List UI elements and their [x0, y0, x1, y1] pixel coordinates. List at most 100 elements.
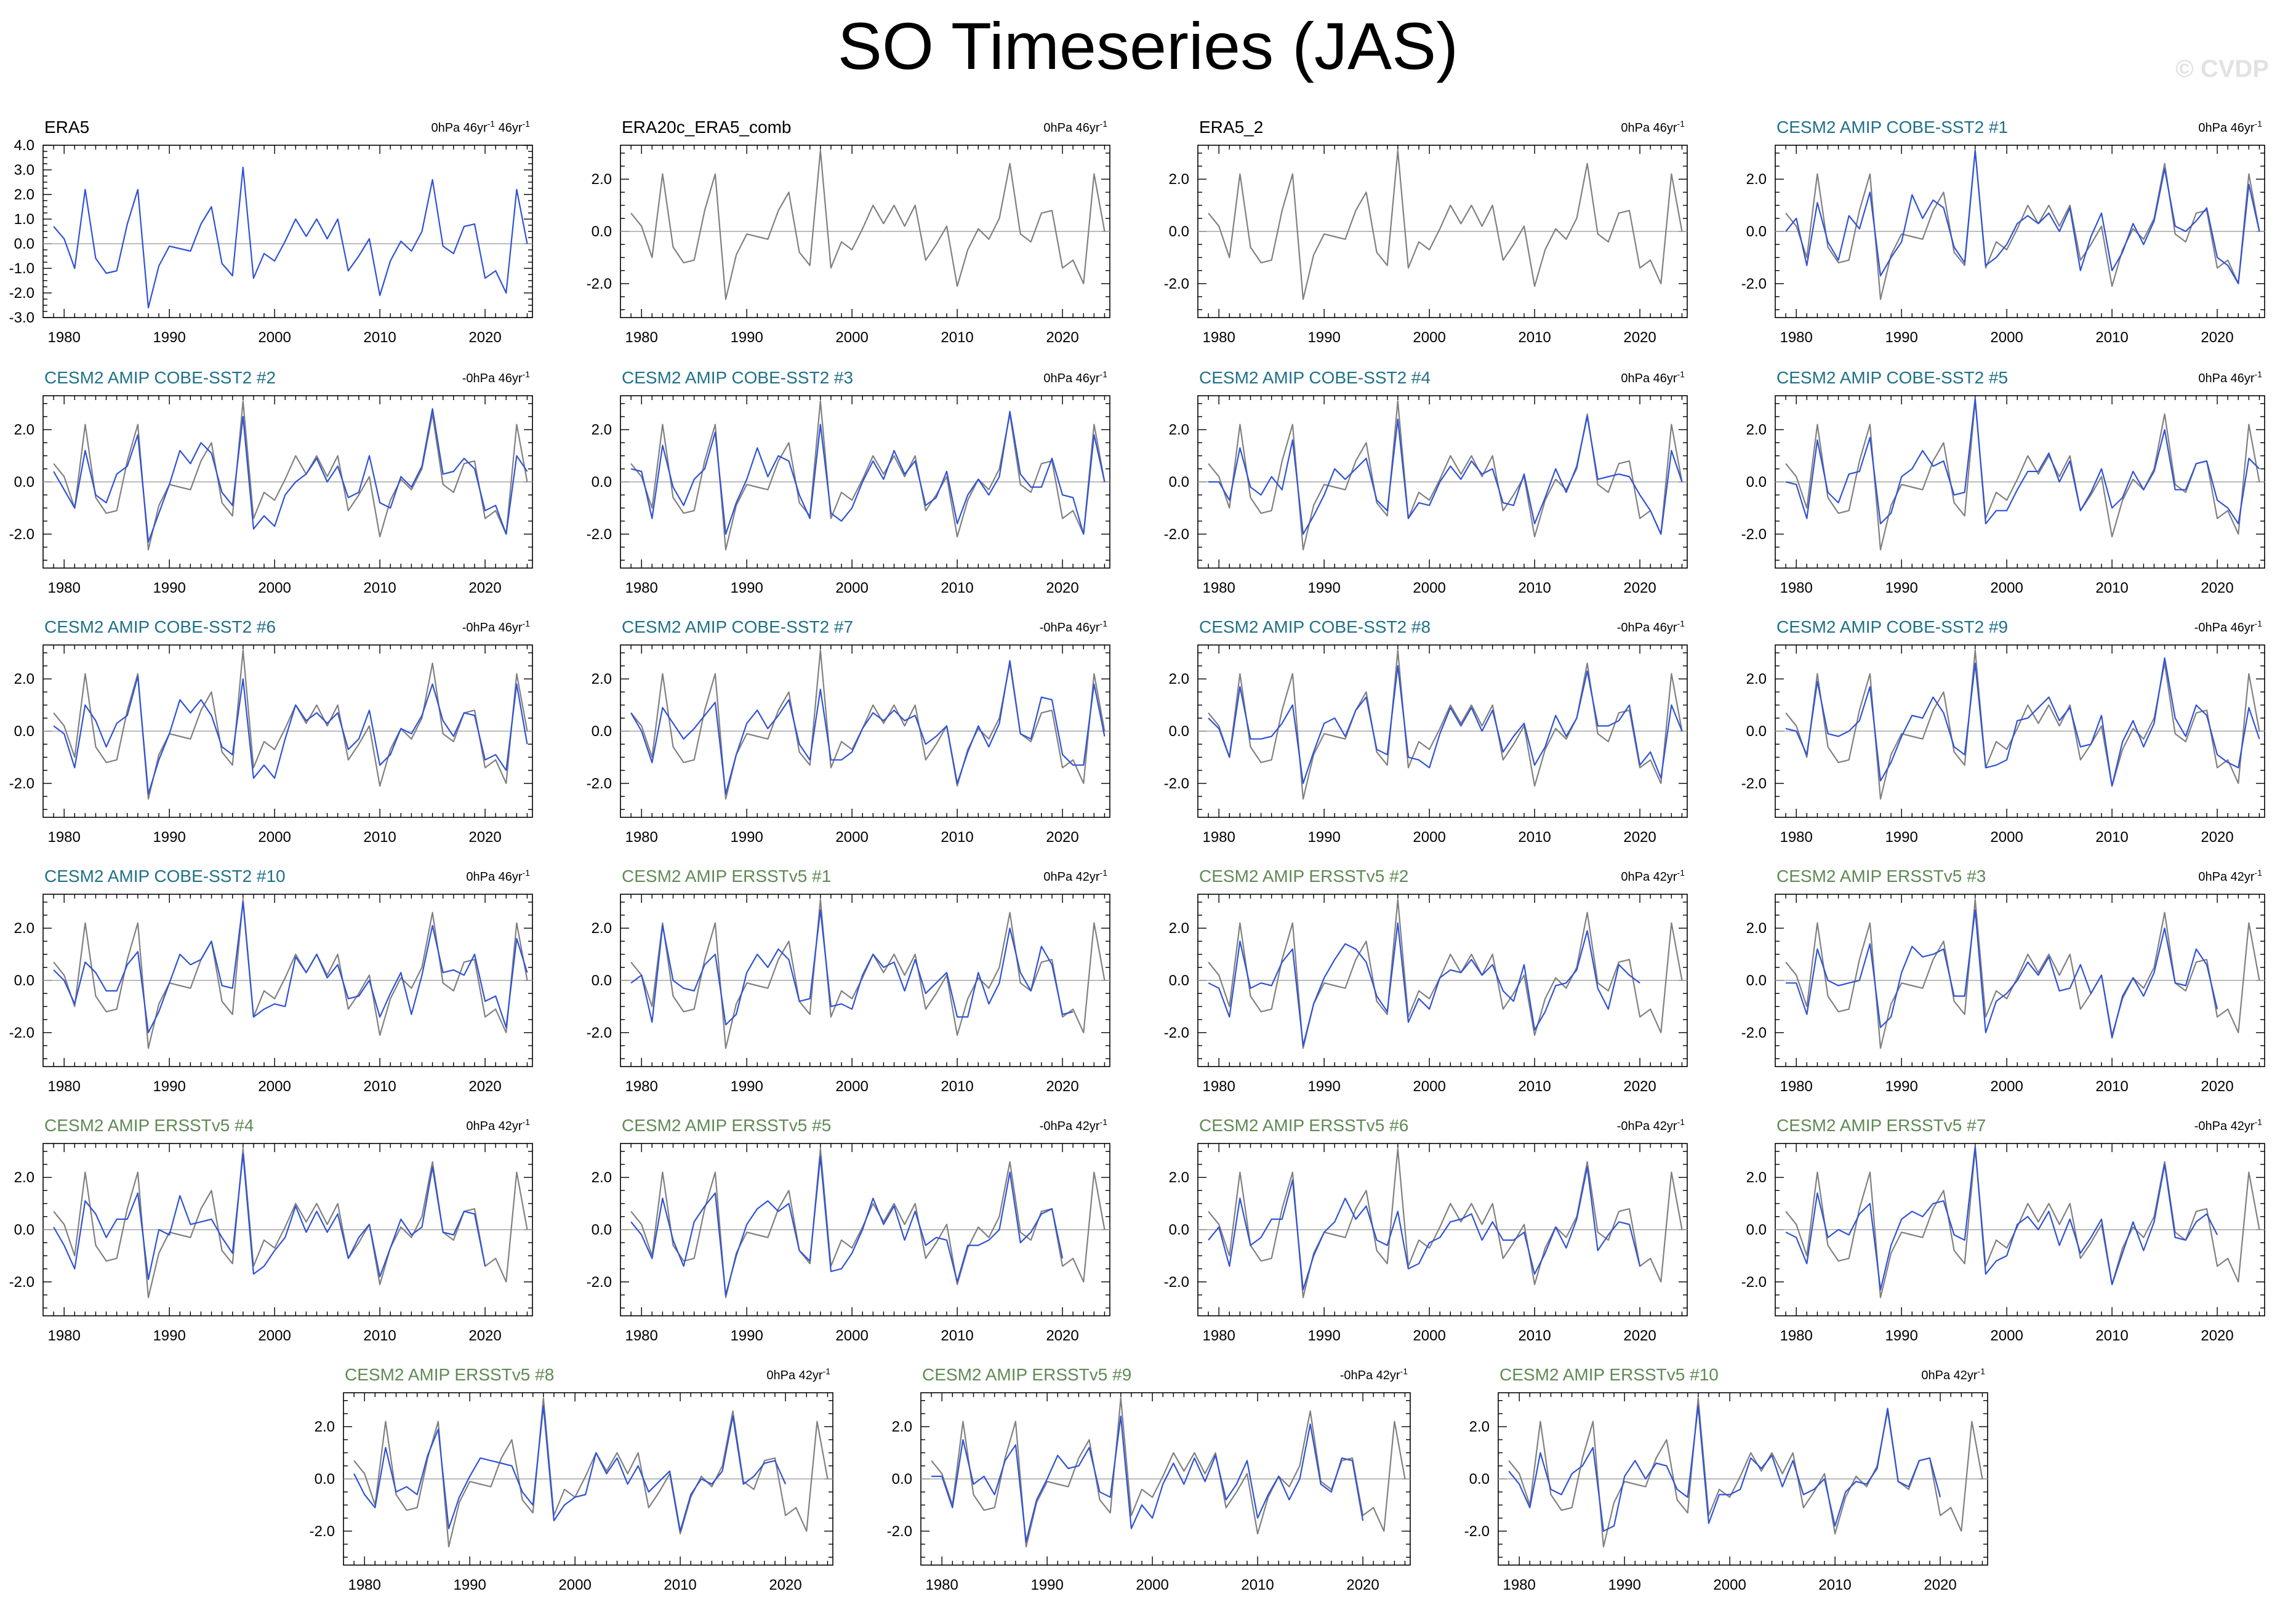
y-tick-label: 2.0 [1169, 171, 1189, 188]
x-tick-label: 2020 [2201, 829, 2233, 846]
y-tick-label: 0.0 [1746, 972, 1767, 989]
panel-title: CESM2 AMIP ERSSTv5 #10 [1499, 1365, 1719, 1384]
x-tick-label: 1990 [1885, 580, 1917, 596]
panel-title: CESM2 AMIP COBE-SST2 #5 [1776, 368, 2008, 387]
y-tick-label: 0.0 [1169, 972, 1189, 989]
y-tick-label: 2.0 [14, 671, 34, 687]
x-tick-label: 2000 [1136, 1577, 1168, 1593]
y-tick-label: -2.0 [1741, 1025, 1767, 1041]
y-tick-label: -2.0 [9, 1274, 34, 1291]
y-tick-label: 0.0 [1746, 1222, 1767, 1238]
observed-series-line [1208, 1148, 1683, 1299]
x-tick-label: 2020 [2201, 1328, 2233, 1344]
x-tick-label: 1990 [153, 580, 185, 596]
chart-panel: 1980 1990 2000 2010 2020 -2.0 0.0 2.0 CESM2 AMIP… [1741, 118, 2265, 346]
x-tick-label: 2020 [468, 829, 501, 846]
y-tick-label: -2.0 [887, 1523, 912, 1540]
panel-subtitle: 0hPa 46yr-1 [2198, 369, 2262, 385]
observed-series-line [1508, 1397, 1983, 1548]
panel-subtitle: 0hPa 42yr-1 [1621, 868, 1685, 884]
x-tick-label: 1980 [625, 829, 657, 846]
x-tick-label: 2000 [1713, 1577, 1746, 1593]
observed-series-line [630, 1148, 1106, 1299]
observed-series-line [630, 150, 1106, 300]
observed-series-line [630, 649, 1106, 800]
model-series-line [1208, 1166, 1641, 1291]
panel-subtitle: -0hPa 42yr-1 [2194, 1117, 2263, 1133]
chart-panel: 1980 1990 2000 2010 2020 -2.0 0.0 2.0 CESM2 AMIP… [587, 368, 1110, 596]
observed-series-line [630, 899, 1106, 1049]
x-tick-label: 1990 [730, 329, 763, 346]
x-tick-label: 2020 [1046, 829, 1078, 846]
y-tick-label: 0.0 [315, 1471, 335, 1488]
chart-panel: 1980 1990 2000 2010 2020 -2.0 0.0 2.0 CESM2 AMIP… [1741, 368, 2265, 596]
panel-subtitle: 0hPa 42yr-1 [766, 1366, 830, 1382]
x-tick-label: 1980 [47, 580, 80, 596]
y-tick-label: -2.0 [1741, 1274, 1767, 1291]
panel-subtitle: 0hPa 42yr-1 [2198, 868, 2262, 884]
x-tick-label: 2010 [664, 1577, 696, 1593]
x-tick-label: 1980 [47, 1078, 80, 1095]
panel-title: CESM2 AMIP COBE-SST2 #7 [622, 617, 853, 636]
y-tick-label: 0.0 [1169, 474, 1189, 491]
x-tick-label: 2010 [2095, 1078, 2128, 1095]
x-tick-label: 1990 [1885, 1328, 1917, 1344]
y-tick-label: -2.0 [587, 775, 612, 792]
x-tick-label: 2000 [1413, 1078, 1445, 1095]
x-tick-label: 2010 [2095, 580, 2128, 596]
x-tick-label: 1980 [1780, 1328, 1812, 1344]
x-tick-label: 2010 [1241, 1577, 1274, 1593]
x-tick-label: 1990 [1608, 1577, 1640, 1593]
x-tick-label: 2010 [363, 1078, 396, 1095]
y-tick-label: -2.0 [9, 1025, 34, 1041]
x-tick-label: 2010 [941, 829, 973, 846]
y-tick-label: -2.0 [587, 526, 612, 543]
y-tick-label: -1.0 [9, 260, 34, 277]
panel-title: CESM2 AMIP COBE-SST2 #1 [1776, 118, 2008, 137]
y-tick-label: 2.0 [1469, 1419, 1490, 1435]
x-tick-label: 2010 [941, 1328, 973, 1344]
x-tick-label: 1990 [153, 1328, 185, 1344]
y-tick-label: -2.0 [587, 1274, 612, 1291]
x-tick-label: 2000 [258, 1328, 291, 1344]
plot-frame [42, 145, 533, 318]
y-tick-label: 2.0 [14, 186, 34, 203]
y-tick-label: 0.0 [14, 723, 34, 740]
x-tick-label: 1980 [625, 329, 657, 346]
x-tick-label: 2020 [1623, 580, 1656, 596]
observed-series-line [1208, 649, 1683, 800]
x-tick-label: 1990 [153, 1078, 185, 1095]
y-tick-label: 0.0 [1746, 223, 1767, 240]
model-series-line [931, 1416, 1364, 1542]
y-tick-label: 0.0 [14, 972, 34, 989]
x-tick-label: 2010 [1518, 1328, 1551, 1344]
model-series-line [53, 1153, 486, 1280]
panel-title: CESM2 AMIP ERSSTv5 #1 [622, 867, 831, 886]
x-tick-label: 2020 [1623, 829, 1656, 846]
y-tick-label: 2.0 [592, 920, 612, 937]
panel-subtitle: 0hPa 46yr-1 [466, 868, 530, 884]
panel-subtitle: 0hPa 46yr-1 46yr-1 [431, 119, 530, 135]
chart-panel: 1980 1990 2000 2010 2020 -2.0 0.0 2.0 CESM2 AMIP… [9, 368, 533, 596]
panel-title: CESM2 AMIP COBE-SST2 #8 [1199, 617, 1431, 636]
x-tick-label: 2010 [1518, 329, 1551, 346]
x-tick-label: 1980 [1202, 1078, 1235, 1095]
model-series-line [53, 408, 528, 543]
chart-panel: 1980 1990 2000 2010 2020 -2.0 0.0 2.0 CESM2 AMIP… [587, 617, 1110, 846]
x-tick-label: 2000 [258, 1078, 291, 1095]
x-tick-label: 2010 [2095, 329, 2128, 346]
chart-panel: 1980 1990 2000 2010 2020 -2.0 0.0 2.0 CESM2 AMIP… [1164, 368, 1688, 596]
x-tick-label: 1990 [730, 580, 763, 596]
x-tick-label: 1980 [47, 1328, 80, 1344]
y-tick-label: 2.0 [1746, 1169, 1767, 1186]
x-tick-label: 2020 [1046, 1328, 1078, 1344]
x-tick-label: 1990 [1030, 1577, 1063, 1593]
model-series-line [1208, 922, 1640, 1047]
x-tick-label: 1990 [153, 329, 185, 346]
x-tick-label: 2010 [2095, 829, 2128, 846]
x-tick-label: 1980 [348, 1577, 380, 1593]
x-tick-label: 2000 [1990, 1328, 2023, 1344]
page-title: SO Timeseries (JAS) [837, 9, 1459, 83]
panel-title: ERA20c_ERA5_comb [622, 118, 791, 137]
